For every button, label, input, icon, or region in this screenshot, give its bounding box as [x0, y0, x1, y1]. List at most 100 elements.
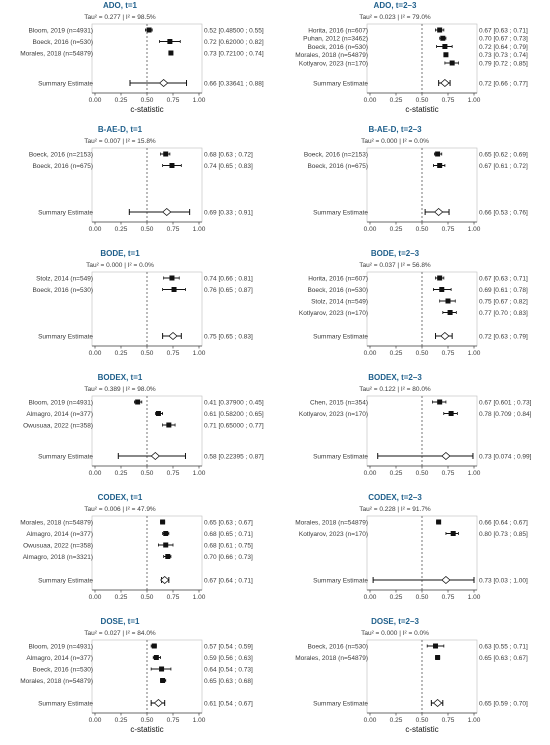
study-ci-text: 0.67 [0.61 ; 0.72]: [479, 163, 528, 170]
study-point: [159, 666, 165, 672]
summary-diamond: [440, 78, 450, 88]
study-ci-text: 0.64 [0.54 ; 0.73]: [204, 666, 253, 673]
summary-diamond: [440, 331, 450, 341]
x-tick-label: 0.75: [167, 350, 180, 357]
study-label: Kotlyarov, 2023 (n=170): [299, 411, 368, 418]
study-point: [440, 35, 446, 41]
study-label: Owusuaa, 2022 (n=358): [23, 542, 93, 549]
summary-label: Summary Estimate: [313, 209, 368, 216]
summary-diamond: [153, 698, 164, 708]
x-tick-label: 0.75: [167, 226, 180, 233]
x-tick-label: 0.25: [115, 350, 128, 357]
x-tick-label: 0.00: [89, 350, 102, 357]
study-ci-text: 0.70 [0.66 ; 0.73]: [204, 554, 253, 561]
x-tick-label: 0.50: [141, 470, 154, 477]
study-label: Stolz, 2014 (n=549): [36, 275, 93, 282]
x-tick-label: 0.00: [89, 97, 102, 104]
x-tick-label: 0.75: [167, 470, 180, 477]
study-label: Almagro, 2018 (n=3321): [23, 554, 93, 561]
x-tick-label: 1.00: [468, 97, 481, 104]
x-tick-label: 0.75: [167, 717, 180, 724]
x-tick-label: 1.00: [193, 717, 206, 724]
summary-ci-text: 0.72 [0.63 ; 0.79]: [479, 333, 528, 340]
study-ci-text: 0.76 [0.65 ; 0.87]: [204, 287, 253, 294]
study-point: [171, 287, 177, 292]
summary-diamond: [441, 575, 451, 585]
x-tick-label: 0.75: [442, 97, 455, 104]
study-ci-text: 0.75 [0.67 ; 0.82]: [479, 298, 528, 305]
study-ci-text: 0.66 [0.64 ; 0.67]: [479, 519, 528, 526]
x-tick-label: 0.00: [89, 717, 102, 724]
x-axis-label: c-statistic: [130, 105, 163, 114]
panel-stats: Tau² = 0.000 | I² = 0.0%: [361, 138, 429, 145]
study-ci-text: 0.63 [0.55 ; 0.71]: [479, 643, 528, 650]
study-point: [439, 287, 445, 292]
study-ci-text: 0.79 [0.72 ; 0.85]: [479, 60, 528, 67]
x-tick-label: 0.50: [141, 594, 154, 601]
summary-ci-text: 0.67 [0.64 ; 0.71]: [204, 577, 253, 584]
panel-stats: Tau² = 0.037 | I² = 56.8%: [359, 262, 431, 269]
panel-stats: Tau² = 0.027 | I² = 84.0%: [84, 630, 156, 637]
study-ci-text: 0.67 [0.63 ; 0.71]: [479, 27, 528, 34]
x-tick-label: 0.25: [390, 97, 403, 104]
study-label: Kotlyarov, 2023 (n=170): [299, 310, 368, 317]
x-tick-label: 0.00: [364, 350, 377, 357]
study-ci-text: 0.73 [0.72100 ; 0.74]: [204, 50, 264, 57]
summary-label: Summary Estimate: [313, 333, 368, 340]
study-label: Chen, 2015 (n=354): [310, 399, 368, 406]
x-tick-label: 0.75: [442, 350, 455, 357]
x-tick-label: 1.00: [193, 470, 206, 477]
x-tick-label: 0.00: [364, 97, 377, 104]
x-axis-label: c-statistic: [405, 725, 438, 734]
summary-ci-text: 0.73 [0.074 ; 0.99]: [479, 453, 532, 460]
study-label: Morales, 2018 (n=54879): [295, 519, 368, 526]
panel-title: ADO, t=2–3: [374, 1, 417, 10]
forest-panel: BODEX, t=2–3 Tau² = 0.122 | I² = 80.0% Che…: [299, 373, 532, 477]
forest-panel: CODEX, t=2–3 Tau² = 0.228 | I² = 91.7% Mor…: [295, 493, 528, 601]
x-tick-label: 0.00: [364, 226, 377, 233]
panel-stats: Tau² = 0.007 | I² = 15.8%: [84, 138, 156, 145]
forest-panel: BODEX, t=1 Tau² = 0.389 | I² = 98.0% Bloom…: [23, 373, 264, 477]
study-point: [163, 542, 169, 548]
x-tick-label: 0.50: [416, 226, 429, 233]
study-point: [437, 163, 443, 168]
study-ci-text: 0.80 [0.73 ; 0.85]: [479, 531, 528, 538]
forest-panel: BODE, t=2–3 Tau² = 0.037 | I² = 56.8% Hori…: [299, 249, 528, 357]
study-point: [168, 50, 174, 56]
summary-ci-text: 0.75 [0.65 ; 0.83]: [204, 333, 253, 340]
study-point: [437, 275, 443, 281]
study-point: [160, 678, 166, 683]
summary-diamond: [160, 575, 170, 585]
x-tick-label: 0.00: [89, 470, 102, 477]
x-tick-label: 0.25: [115, 470, 128, 477]
x-tick-label: 0.50: [416, 594, 429, 601]
x-tick-label: 0.75: [167, 594, 180, 601]
study-ci-text: 0.78 [0.709 ; 0.84]: [479, 411, 532, 418]
study-label: Boeck, 2016 (n=530): [32, 666, 93, 673]
study-ci-text: 0.67 [0.63 ; 0.71]: [479, 275, 528, 282]
x-tick-label: 0.50: [141, 97, 154, 104]
study-ci-text: 0.61 [0.58200 ; 0.65]: [204, 411, 264, 418]
study-point: [445, 298, 451, 304]
study-ci-text: 0.71 [0.65000 ; 0.77]: [204, 422, 264, 429]
x-tick-label: 1.00: [193, 594, 206, 601]
x-tick-label: 0.25: [390, 350, 403, 357]
study-point: [435, 151, 441, 157]
x-tick-label: 0.00: [364, 717, 377, 724]
study-label: Boeck, 2016 (n=2153): [304, 151, 368, 158]
forest-panel: B-AE-D, t=1 Tau² = 0.007 | I² = 15.8% Boec…: [29, 125, 253, 233]
panel-stats: Tau² = 0.000 | I² = 0.0%: [361, 630, 429, 637]
x-tick-label: 0.25: [390, 594, 403, 601]
panel-title: BODE, t=1: [100, 249, 140, 258]
study-ci-text: 0.65 [0.63 ; 0.67]: [479, 655, 528, 662]
summary-ci-text: 0.69 [0.33 ; 0.91]: [204, 209, 253, 216]
summary-label: Summary Estimate: [313, 577, 368, 584]
x-tick-label: 0.00: [364, 594, 377, 601]
study-point: [449, 60, 455, 66]
study-label: Stolz, 2014 (n=549): [311, 298, 368, 305]
study-ci-text: 0.68 [0.61 ; 0.75]: [204, 542, 253, 549]
forest-panel: B-AE-D, t=2–3 Tau² = 0.000 | I² = 0.0% Boe…: [304, 125, 528, 233]
summary-label: Summary Estimate: [313, 700, 368, 707]
summary-ci-text: 0.65 [0.59 ; 0.70]: [479, 700, 528, 707]
